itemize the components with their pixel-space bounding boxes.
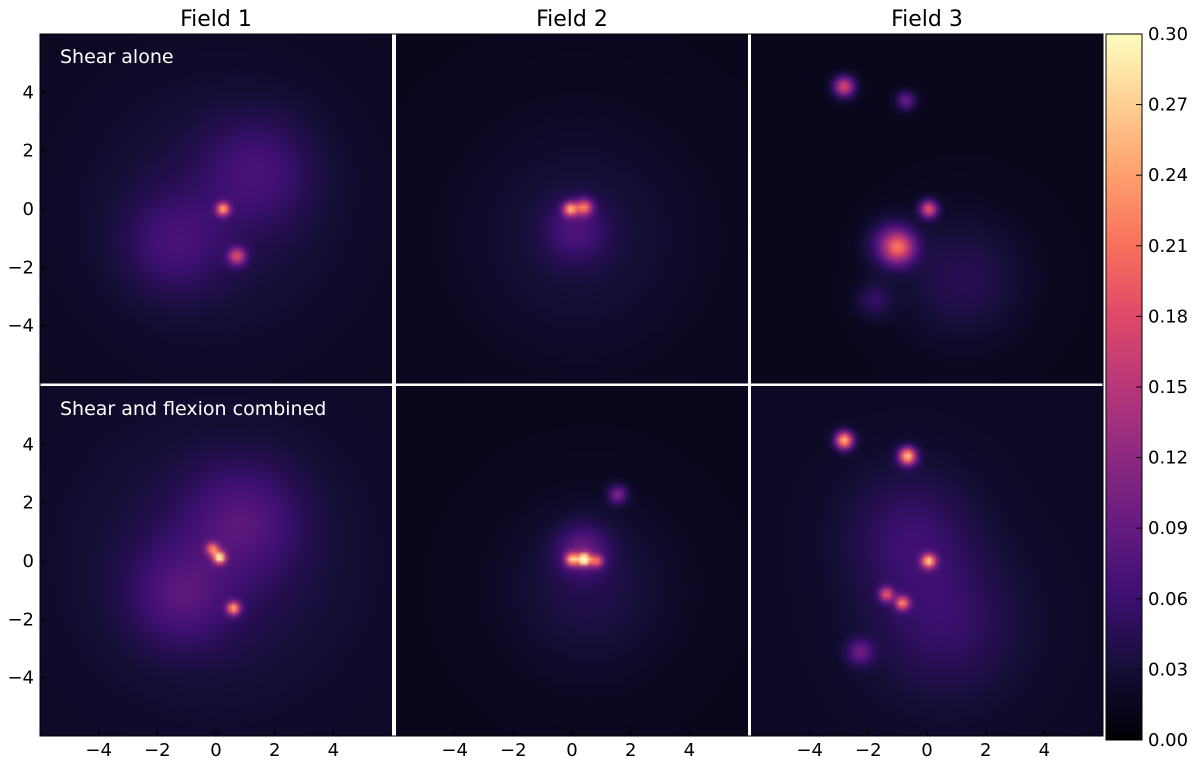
x-tick-label: 4 xyxy=(684,740,695,761)
x-tick-label: −4 xyxy=(85,740,112,761)
x-tick-label: 0 xyxy=(921,740,932,761)
colorbar-tick-label: 0.15 xyxy=(1148,377,1188,398)
column-title-1: Field 1 xyxy=(180,7,252,32)
x-tick-label: 4 xyxy=(1039,740,1050,761)
heatmap-panel-r1-c0 xyxy=(40,386,392,736)
colorbar-tick-label: 0.18 xyxy=(1148,306,1188,327)
y-tick-label: −4 xyxy=(7,668,34,689)
colorbar-tick-label: 0.03 xyxy=(1148,659,1188,680)
heatmap-panel-r0-c1 xyxy=(396,34,748,384)
heatmap-panel-r1-c1 xyxy=(396,386,748,736)
colorbar-tick-label: 0.24 xyxy=(1148,165,1188,186)
colorbar-tick-label: 0.27 xyxy=(1148,95,1188,116)
heatmap-panel-r0-c2 xyxy=(751,34,1103,384)
x-tick-label: −4 xyxy=(796,740,823,761)
x-tick-label: −4 xyxy=(441,740,468,761)
y-tick-label: 0 xyxy=(23,551,34,572)
colorbar-tick-label: 0.09 xyxy=(1148,518,1188,539)
x-tick-label: 2 xyxy=(625,740,636,761)
colorbar-tick-label: 0.06 xyxy=(1148,589,1188,610)
colorbar xyxy=(1105,33,1143,741)
row-label-2: Shear and flexion combined xyxy=(60,398,326,420)
x-tick-label: −2 xyxy=(500,740,527,761)
y-tick-label: −2 xyxy=(7,609,34,630)
heatmap-panel-r1-c2 xyxy=(751,386,1103,736)
column-title-3: Field 3 xyxy=(891,7,963,32)
y-tick-label: −4 xyxy=(7,316,34,337)
heatmap-panel-r0-c0 xyxy=(40,34,392,384)
y-tick-label: −2 xyxy=(7,257,34,278)
x-tick-label: 0 xyxy=(566,740,577,761)
colorbar-tick-label: 0.12 xyxy=(1148,448,1188,469)
colorbar-tick-label: 0.00 xyxy=(1148,730,1188,751)
colorbar-tick-label: 0.30 xyxy=(1148,24,1188,45)
y-tick-label: 2 xyxy=(23,141,34,162)
x-tick-label: 2 xyxy=(269,740,280,761)
row-label-1: Shear alone xyxy=(60,46,174,68)
x-tick-label: −2 xyxy=(855,740,882,761)
colorbar-tick-label: 0.21 xyxy=(1148,236,1188,257)
y-tick-label: 0 xyxy=(23,199,34,220)
y-tick-label: 4 xyxy=(23,82,34,103)
x-tick-label: 0 xyxy=(210,740,221,761)
y-tick-label: 4 xyxy=(23,434,34,455)
y-tick-label: 2 xyxy=(23,493,34,514)
x-tick-label: 2 xyxy=(980,740,991,761)
x-tick-label: 4 xyxy=(328,740,339,761)
column-title-2: Field 2 xyxy=(536,7,608,32)
x-tick-label: −2 xyxy=(144,740,171,761)
